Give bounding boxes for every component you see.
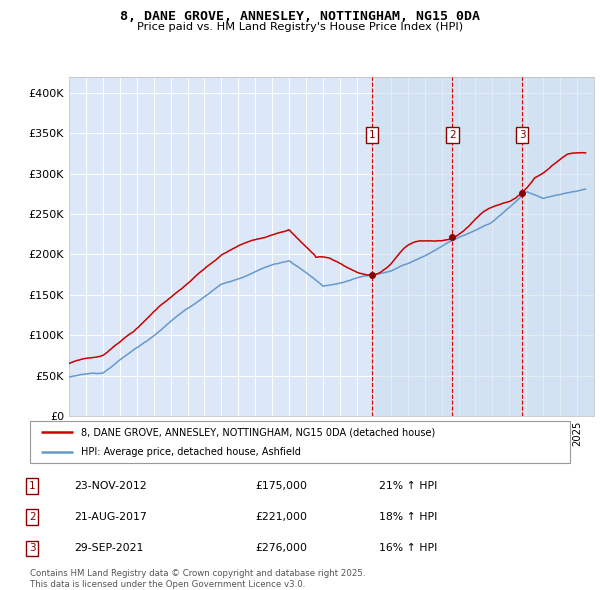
Text: 3: 3	[518, 130, 525, 140]
Text: 21-AUG-2017: 21-AUG-2017	[74, 512, 147, 522]
Text: 16% ↑ HPI: 16% ↑ HPI	[379, 543, 437, 553]
Text: 21% ↑ HPI: 21% ↑ HPI	[379, 481, 437, 491]
Text: 29-SEP-2021: 29-SEP-2021	[74, 543, 144, 553]
Text: 1: 1	[29, 481, 35, 491]
Text: 23-NOV-2012: 23-NOV-2012	[74, 481, 147, 491]
Text: 2: 2	[29, 512, 35, 522]
Text: £221,000: £221,000	[255, 512, 307, 522]
Text: Price paid vs. HM Land Registry's House Price Index (HPI): Price paid vs. HM Land Registry's House …	[137, 22, 463, 32]
Text: 3: 3	[29, 543, 35, 553]
Text: Contains HM Land Registry data © Crown copyright and database right 2025.
This d: Contains HM Land Registry data © Crown c…	[30, 569, 365, 589]
Text: 18% ↑ HPI: 18% ↑ HPI	[379, 512, 437, 522]
Text: 2: 2	[449, 130, 455, 140]
Text: £276,000: £276,000	[255, 543, 307, 553]
Text: 8, DANE GROVE, ANNESLEY, NOTTINGHAM, NG15 0DA: 8, DANE GROVE, ANNESLEY, NOTTINGHAM, NG1…	[120, 10, 480, 23]
Text: 8, DANE GROVE, ANNESLEY, NOTTINGHAM, NG15 0DA (detached house): 8, DANE GROVE, ANNESLEY, NOTTINGHAM, NG1…	[82, 427, 436, 437]
Text: 1: 1	[369, 130, 376, 140]
Bar	[372, 77, 594, 416]
Text: £175,000: £175,000	[255, 481, 307, 491]
Text: HPI: Average price, detached house, Ashfield: HPI: Average price, detached house, Ashf…	[82, 447, 301, 457]
FancyBboxPatch shape	[30, 421, 570, 463]
